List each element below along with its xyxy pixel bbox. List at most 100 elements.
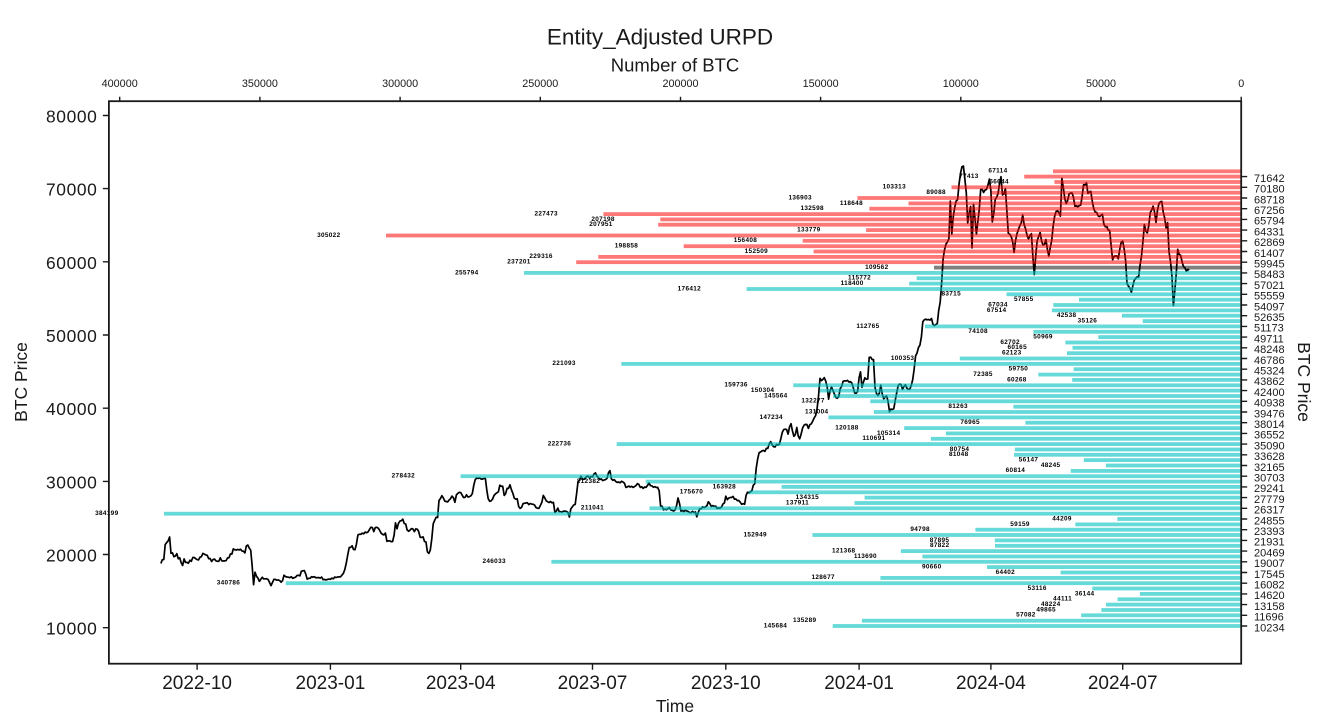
svg-text:229316: 229316 bbox=[529, 253, 553, 260]
svg-text:40000: 40000 bbox=[46, 399, 97, 419]
svg-text:200000: 200000 bbox=[662, 78, 698, 90]
svg-text:2023-10: 2023-10 bbox=[691, 673, 761, 694]
svg-text:49711: 49711 bbox=[1254, 333, 1284, 345]
svg-text:56147: 56147 bbox=[1019, 457, 1039, 464]
svg-text:48224: 48224 bbox=[1041, 601, 1061, 608]
svg-text:62123: 62123 bbox=[1002, 350, 1022, 357]
svg-text:90660: 90660 bbox=[922, 564, 942, 571]
svg-text:80000: 80000 bbox=[46, 107, 97, 127]
svg-text:2023-04: 2023-04 bbox=[426, 673, 496, 694]
svg-text:81263: 81263 bbox=[948, 403, 968, 410]
svg-text:103313: 103313 bbox=[883, 184, 907, 191]
svg-text:48245: 48245 bbox=[1041, 462, 1061, 469]
svg-text:16082: 16082 bbox=[1254, 580, 1285, 592]
svg-text:40938: 40938 bbox=[1254, 398, 1285, 410]
svg-text:145684: 145684 bbox=[764, 622, 788, 629]
svg-text:29241: 29241 bbox=[1254, 483, 1285, 495]
svg-text:147234: 147234 bbox=[759, 414, 783, 421]
svg-text:120188: 120188 bbox=[835, 424, 859, 431]
svg-text:278432: 278432 bbox=[392, 473, 416, 480]
svg-text:113690: 113690 bbox=[854, 553, 877, 560]
svg-text:67114: 67114 bbox=[988, 168, 1007, 175]
svg-text:57855: 57855 bbox=[1014, 296, 1034, 303]
svg-text:14620: 14620 bbox=[1254, 590, 1285, 602]
svg-text:Number of BTC: Number of BTC bbox=[611, 55, 740, 76]
svg-text:70000: 70000 bbox=[46, 180, 97, 200]
svg-text:36144: 36144 bbox=[1075, 590, 1095, 597]
svg-text:67256: 67256 bbox=[1254, 205, 1285, 217]
svg-text:221093: 221093 bbox=[552, 360, 576, 367]
svg-text:57082: 57082 bbox=[1016, 612, 1036, 619]
svg-text:48248: 48248 bbox=[1254, 344, 1285, 356]
svg-text:66644: 66644 bbox=[989, 178, 1009, 185]
svg-text:2024-01: 2024-01 bbox=[824, 673, 894, 694]
svg-text:150000: 150000 bbox=[803, 78, 839, 90]
svg-text:136903: 136903 bbox=[788, 194, 812, 201]
svg-text:59750: 59750 bbox=[1009, 366, 1029, 373]
svg-text:94798: 94798 bbox=[910, 526, 930, 533]
svg-text:44111: 44111 bbox=[1053, 596, 1072, 603]
svg-text:42400: 42400 bbox=[1254, 387, 1285, 399]
svg-text:176412: 176412 bbox=[678, 285, 702, 292]
svg-text:121368: 121368 bbox=[832, 548, 856, 555]
svg-text:Time: Time bbox=[656, 696, 694, 716]
svg-text:44209: 44209 bbox=[1052, 515, 1072, 522]
svg-text:71642: 71642 bbox=[1254, 173, 1285, 185]
svg-text:118648: 118648 bbox=[840, 200, 863, 207]
svg-text:135289: 135289 bbox=[793, 617, 817, 624]
svg-text:BTC Price: BTC Price bbox=[1294, 342, 1314, 422]
svg-text:53116: 53116 bbox=[1028, 585, 1047, 592]
svg-text:340786: 340786 bbox=[217, 580, 241, 587]
svg-text:246033: 246033 bbox=[482, 558, 506, 565]
svg-text:43862: 43862 bbox=[1254, 376, 1285, 388]
svg-text:350000: 350000 bbox=[242, 78, 278, 90]
svg-text:26317: 26317 bbox=[1254, 505, 1285, 517]
svg-text:55559: 55559 bbox=[1254, 291, 1285, 303]
svg-text:384199: 384199 bbox=[95, 510, 119, 517]
svg-text:175670: 175670 bbox=[680, 489, 704, 496]
svg-text:137911: 137911 bbox=[786, 499, 809, 506]
svg-text:118400: 118400 bbox=[841, 280, 864, 287]
svg-text:64402: 64402 bbox=[996, 569, 1016, 576]
svg-text:81048: 81048 bbox=[949, 451, 969, 458]
svg-text:32165: 32165 bbox=[1254, 462, 1285, 474]
svg-text:150304: 150304 bbox=[751, 387, 775, 394]
svg-text:24855: 24855 bbox=[1254, 515, 1285, 527]
svg-text:60000: 60000 bbox=[46, 253, 97, 273]
svg-text:52635: 52635 bbox=[1254, 312, 1285, 324]
svg-text:20000: 20000 bbox=[46, 546, 97, 566]
svg-text:62869: 62869 bbox=[1254, 237, 1285, 249]
svg-text:100000: 100000 bbox=[943, 78, 979, 90]
svg-text:65794: 65794 bbox=[1254, 216, 1285, 228]
svg-text:30000: 30000 bbox=[46, 472, 97, 492]
svg-text:87822: 87822 bbox=[930, 542, 950, 549]
svg-text:38014: 38014 bbox=[1254, 419, 1285, 431]
svg-text:105314: 105314 bbox=[877, 430, 901, 437]
svg-text:33628: 33628 bbox=[1254, 451, 1285, 463]
svg-text:100353: 100353 bbox=[891, 355, 915, 362]
svg-text:87895: 87895 bbox=[930, 537, 950, 544]
svg-text:60268: 60268 bbox=[1007, 376, 1027, 383]
svg-text:198858: 198858 bbox=[615, 243, 639, 250]
svg-text:2023-07: 2023-07 bbox=[558, 673, 628, 694]
svg-text:131004: 131004 bbox=[805, 408, 829, 415]
svg-text:77413: 77413 bbox=[959, 173, 979, 180]
svg-text:21931: 21931 bbox=[1254, 537, 1285, 549]
svg-text:110691: 110691 bbox=[862, 435, 885, 442]
svg-text:45324: 45324 bbox=[1254, 366, 1285, 378]
svg-text:59159: 59159 bbox=[1010, 521, 1030, 528]
svg-text:222736: 222736 bbox=[548, 441, 572, 448]
svg-text:54097: 54097 bbox=[1254, 301, 1285, 313]
svg-text:58483: 58483 bbox=[1254, 269, 1285, 281]
svg-text:74108: 74108 bbox=[968, 328, 988, 335]
svg-text:70180: 70180 bbox=[1254, 184, 1285, 196]
svg-text:89088: 89088 bbox=[926, 189, 946, 196]
svg-text:132598: 132598 bbox=[800, 205, 824, 212]
svg-text:35126: 35126 bbox=[1078, 317, 1098, 324]
svg-text:67034: 67034 bbox=[988, 301, 1008, 308]
svg-text:207951: 207951 bbox=[589, 221, 613, 228]
svg-text:49865: 49865 bbox=[1036, 606, 1056, 613]
svg-text:2023-01: 2023-01 bbox=[296, 673, 366, 694]
svg-text:50000: 50000 bbox=[1086, 78, 1116, 90]
svg-text:67514: 67514 bbox=[987, 307, 1007, 314]
